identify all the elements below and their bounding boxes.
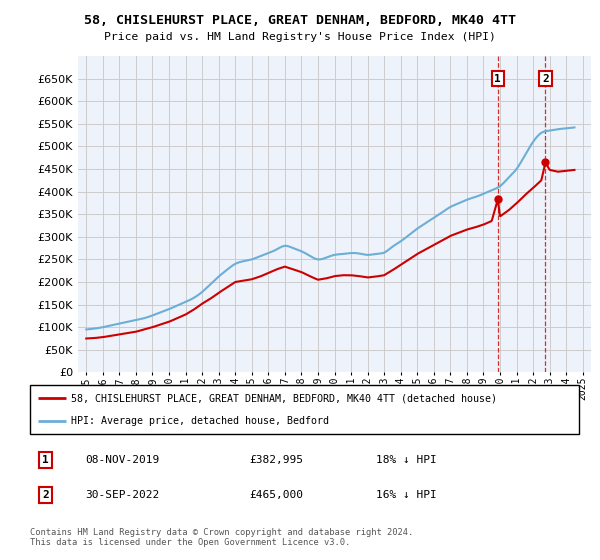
Text: 58, CHISLEHURST PLACE, GREAT DENHAM, BEDFORD, MK40 4TT (detached house): 58, CHISLEHURST PLACE, GREAT DENHAM, BED… xyxy=(71,393,497,403)
Text: £465,000: £465,000 xyxy=(250,490,304,500)
Text: Price paid vs. HM Land Registry's House Price Index (HPI): Price paid vs. HM Land Registry's House … xyxy=(104,32,496,43)
Text: 1: 1 xyxy=(494,73,501,83)
Text: Contains HM Land Registry data © Crown copyright and database right 2024.
This d: Contains HM Land Registry data © Crown c… xyxy=(30,528,413,547)
Text: 16% ↓ HPI: 16% ↓ HPI xyxy=(376,490,437,500)
Text: 18% ↓ HPI: 18% ↓ HPI xyxy=(376,455,437,465)
Text: 30-SEP-2022: 30-SEP-2022 xyxy=(85,490,159,500)
Text: 2: 2 xyxy=(42,490,49,500)
Text: 1: 1 xyxy=(42,455,49,465)
FancyBboxPatch shape xyxy=(30,385,579,434)
Text: 08-NOV-2019: 08-NOV-2019 xyxy=(85,455,159,465)
Text: 58, CHISLEHURST PLACE, GREAT DENHAM, BEDFORD, MK40 4TT: 58, CHISLEHURST PLACE, GREAT DENHAM, BED… xyxy=(84,14,516,27)
Text: £382,995: £382,995 xyxy=(250,455,304,465)
Text: 2: 2 xyxy=(542,73,549,83)
Text: HPI: Average price, detached house, Bedford: HPI: Average price, detached house, Bedf… xyxy=(71,416,329,426)
